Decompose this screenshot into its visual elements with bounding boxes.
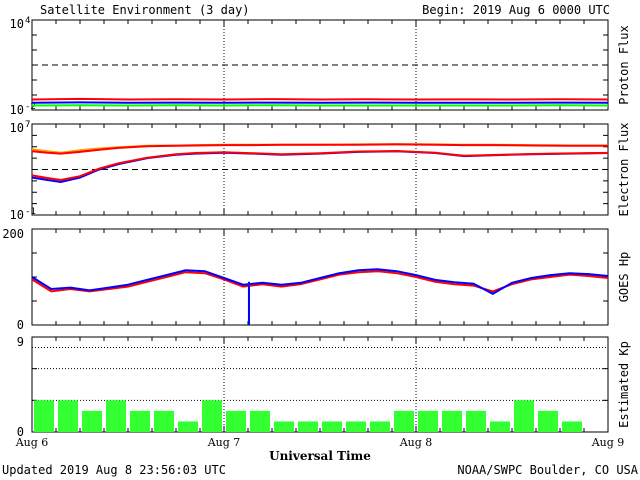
- goes-hp-panel: 200 0 GOES Hp: [2, 227, 631, 332]
- electron-flux-series-blue: [31, 150, 609, 184]
- kp-bar: [418, 410, 438, 432]
- kp-bar: [82, 410, 102, 432]
- proton-flux-series-red: [31, 97, 609, 101]
- x-tick-label: Aug 6: [15, 436, 49, 449]
- kp-bar: [58, 400, 78, 432]
- chart-title: Satellite Environment (3 day): [40, 3, 250, 17]
- x-tick-label: Aug 7: [207, 436, 241, 449]
- proton-flux-label: Proton Flux: [617, 25, 631, 104]
- kp-bar: [322, 421, 342, 432]
- kp-bar: [442, 410, 462, 432]
- electron-flux-series-red: [31, 149, 609, 182]
- x-tick-labels: Aug 6 Aug 7 Aug 8 Aug 9: [15, 436, 625, 449]
- y-tick-label: 10: [10, 121, 24, 135]
- y-tick-label: 10: [10, 103, 24, 117]
- goes-hp-series-red: [31, 270, 609, 293]
- kp-bar: [106, 400, 126, 432]
- x-tick-label: Aug 8: [399, 436, 433, 449]
- kp-bar: [226, 410, 246, 432]
- electron-flux-series-red: [31, 143, 608, 155]
- kp-bar: [250, 410, 270, 432]
- credit: NOAA/SWPC Boulder, CO USA: [457, 463, 638, 477]
- y-tick-exponent: 7: [25, 120, 30, 130]
- estimated-kp-panel: 9 0 Estimated Kp: [17, 335, 631, 439]
- x-tick-label: Aug 9: [591, 436, 625, 449]
- kp-bar: [514, 400, 534, 432]
- electron-flux-frame: [31, 123, 609, 216]
- kp-bar: [154, 410, 174, 432]
- electron-flux-label: Electron Flux: [617, 123, 631, 217]
- kp-bar: [490, 421, 510, 432]
- begin-date: Begin: 2019 Aug 6 0000 UTC: [422, 3, 610, 17]
- y-tick-exponent: 4: [25, 16, 30, 26]
- y-tick-label: 10: [10, 17, 24, 31]
- kp-bar: [202, 400, 222, 432]
- kp-bar: [370, 421, 390, 432]
- electron-flux-panel: 10 710 -1 Electron Flux: [10, 120, 631, 222]
- kp-bar: [346, 421, 366, 432]
- kp-bar: [178, 421, 198, 432]
- estimated-kp-label: Estimated Kp: [617, 341, 631, 428]
- kp-bar: [34, 400, 54, 432]
- y-tick-label: 10: [10, 208, 24, 222]
- y-tick-label: 200: [2, 227, 24, 241]
- kp-bar: [274, 421, 294, 432]
- kp-bar: [538, 410, 558, 432]
- y-tick-label: 0: [17, 425, 24, 439]
- kp-bar: [394, 410, 414, 432]
- proton-flux-frame: [31, 19, 609, 111]
- updated-timestamp: Updated 2019 Aug 8 23:56:03 UTC: [2, 463, 226, 477]
- kp-bar: [466, 410, 486, 432]
- goes-hp-label: GOES Hp: [617, 252, 631, 303]
- y-tick-label: 0: [17, 318, 24, 332]
- kp-bar: [298, 421, 318, 432]
- kp-bar: [130, 410, 150, 432]
- y-tick-exponent: -2: [25, 102, 36, 112]
- x-axis-label: Universal Time: [269, 449, 371, 463]
- y-tick-label: 9: [17, 335, 24, 349]
- goes-hp-series-blue: [31, 268, 609, 295]
- y-tick-exponent: -1: [25, 207, 36, 217]
- kp-bar: [562, 421, 582, 432]
